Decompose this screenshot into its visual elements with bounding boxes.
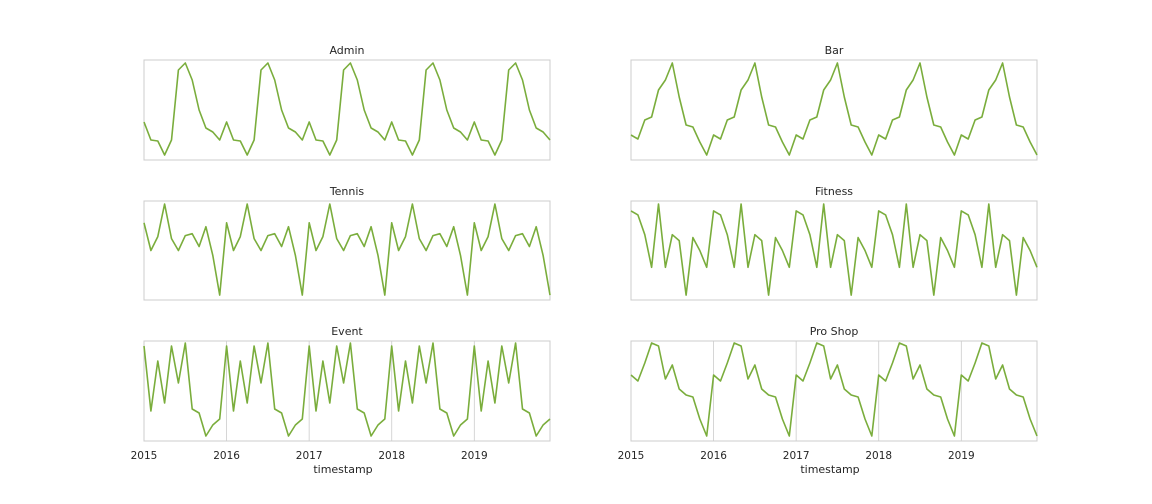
panel-title-admin: Admin (329, 44, 364, 57)
x-tick-label-pro-shop-2017: 2017 (783, 450, 810, 462)
series-line-event (144, 343, 550, 436)
axes-frame-event (144, 341, 550, 441)
axes-frame-admin (144, 60, 550, 160)
panel-title-pro-shop: Pro Shop (810, 325, 859, 338)
x-tick-label-event-2019: 2019 (461, 450, 488, 462)
series-line-bar (631, 63, 1037, 155)
panel-bar: Bar (631, 44, 1037, 160)
axes-frame-bar (631, 60, 1037, 160)
panel-title-fitness: Fitness (815, 185, 853, 198)
x-tick-label-pro-shop-2019: 2019 (948, 450, 975, 462)
series-line-admin (144, 63, 550, 155)
series-line-tennis (144, 204, 550, 295)
x-axis-label-pro-shop: timestamp (800, 463, 859, 476)
series-line-pro-shop (631, 343, 1037, 436)
x-tick-label-event-2016: 2016 (213, 450, 240, 462)
axes-frame-tennis (144, 201, 550, 300)
x-tick-label-pro-shop-2016: 2016 (700, 450, 727, 462)
panel-title-tennis: Tennis (329, 185, 365, 198)
panel-title-event: Event (331, 325, 363, 338)
panel-pro-shop: Pro Shop 2015 2016 2017 2018 2019 timestamp (618, 325, 1037, 476)
panel-admin: Admin (144, 44, 550, 160)
panel-fitness: Fitness (631, 185, 1037, 300)
panel-title-bar: Bar (825, 44, 844, 57)
x-axis-label-event: timestamp (313, 463, 372, 476)
axes-frame-pro-shop (631, 341, 1037, 441)
series-line-fitness (631, 204, 1037, 295)
panel-tennis: Tennis (144, 185, 550, 300)
x-tick-label-pro-shop-2015: 2015 (618, 450, 645, 462)
panel-event: Event 2015 2016 2017 2018 2019 timestamp (131, 325, 550, 476)
x-tick-label-event-2015: 2015 (131, 450, 158, 462)
x-tick-label-event-2018: 2018 (378, 450, 405, 462)
x-tick-label-event-2017: 2017 (296, 450, 323, 462)
x-tick-label-pro-shop-2018: 2018 (865, 450, 892, 462)
